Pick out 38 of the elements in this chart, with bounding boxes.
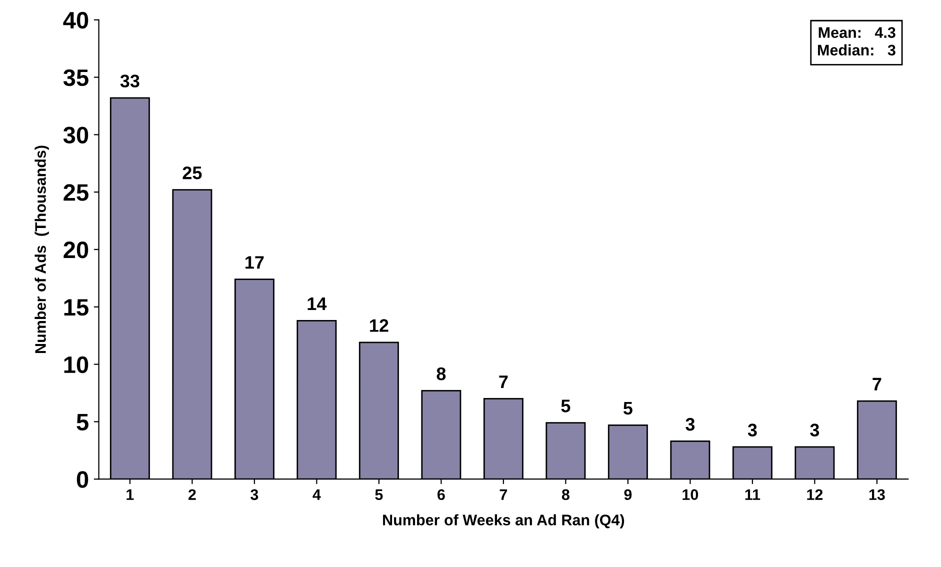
x-tick-label: 2 xyxy=(188,489,196,500)
x-tick-label: 3 xyxy=(250,489,258,500)
data-label: 33 xyxy=(120,74,140,88)
x-axis-title: Number of Weeks an Ad Ran (Q4) xyxy=(383,514,624,528)
y-axis-title: Number of Ads (Thousands) xyxy=(34,146,49,353)
data-label: 3 xyxy=(810,424,820,436)
data-label: 5 xyxy=(561,400,570,412)
data-label: 25 xyxy=(182,166,202,180)
x-tick-label: 1 xyxy=(126,489,134,500)
y-tick-label: 30 xyxy=(63,126,88,144)
y-tick-label: 10 xyxy=(64,356,88,374)
y-tick-label: 20 xyxy=(64,242,88,258)
data-label: 14 xyxy=(308,298,327,310)
y-tick-label: 5 xyxy=(76,414,88,430)
data-label: 3 xyxy=(686,418,695,431)
y-tick-label: 40 xyxy=(63,12,88,29)
x-tick-label: 8 xyxy=(562,489,570,500)
data-label: 7 xyxy=(872,378,882,390)
data-label: 17 xyxy=(246,256,264,269)
x-tick-label: 10 xyxy=(682,489,698,500)
x-tick-label: 4 xyxy=(312,489,321,500)
y-tick-label: 25 xyxy=(64,184,88,201)
y-tick-label: 35 xyxy=(63,69,88,86)
x-tick-label: 5 xyxy=(375,489,383,500)
data-label: 8 xyxy=(436,367,446,380)
x-tick-label: 12 xyxy=(807,489,823,500)
data-label: 12 xyxy=(370,319,388,332)
data-label: 7 xyxy=(499,376,508,388)
annotation: Mean: 4.3 Median: 3 xyxy=(818,27,896,56)
data-label: 5 xyxy=(623,402,632,415)
x-tick-label: 7 xyxy=(500,489,508,500)
x-tick-label: 9 xyxy=(624,489,632,500)
y-tick-label: 15 xyxy=(64,299,88,316)
data-label: 3 xyxy=(748,424,757,436)
x-tick-label: 6 xyxy=(437,489,445,500)
x-tick-label: 13 xyxy=(869,489,885,500)
y-tick-label: 0 xyxy=(76,471,88,488)
x-tick-label: 11 xyxy=(745,489,760,500)
